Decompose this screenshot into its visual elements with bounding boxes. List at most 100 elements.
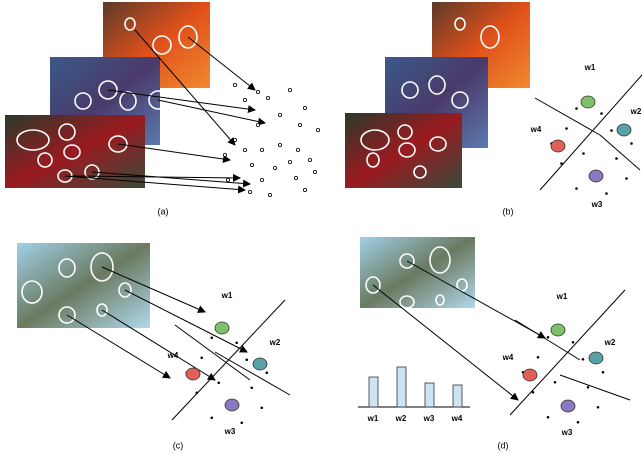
feature-dot xyxy=(233,83,236,86)
panel-label: (a) xyxy=(158,206,169,216)
feature-dot xyxy=(268,193,271,196)
feature-dot xyxy=(265,371,268,374)
feature-dot xyxy=(256,123,259,126)
feature-dot xyxy=(260,148,263,151)
feature-dot xyxy=(308,158,311,161)
feature-dot xyxy=(226,178,229,181)
feature-dot xyxy=(582,152,585,155)
hist-bar xyxy=(397,367,406,407)
feature-dot xyxy=(605,192,608,195)
feature-dot xyxy=(610,129,613,132)
photo xyxy=(360,237,475,308)
hist-label: w4 xyxy=(451,414,463,423)
feature-dot xyxy=(600,112,603,115)
word-label: w4 xyxy=(530,125,542,134)
cluster-center xyxy=(561,400,575,412)
hist-bar xyxy=(453,385,462,407)
feature-dot xyxy=(273,166,276,169)
feature-dot xyxy=(554,381,557,384)
cluster-center xyxy=(589,170,603,182)
decision-boundary xyxy=(515,320,580,360)
feature-dot xyxy=(233,138,236,141)
feature-dot xyxy=(565,127,568,130)
cluster-center xyxy=(551,140,565,152)
feature-dot xyxy=(298,123,301,126)
cluster-center xyxy=(589,352,603,364)
feature-dot xyxy=(195,391,198,394)
feature-dot xyxy=(602,371,605,374)
word-label: w2 xyxy=(604,338,616,347)
word-label: w3 xyxy=(561,428,573,437)
feature-dot xyxy=(303,188,306,191)
feature-dot xyxy=(625,177,628,180)
hist-bar xyxy=(369,377,378,407)
feature-dot xyxy=(250,386,253,389)
feature-dot xyxy=(266,96,269,99)
feature-dot xyxy=(575,107,578,110)
feature-dot xyxy=(235,341,238,344)
photo xyxy=(345,113,462,188)
cluster-center xyxy=(523,369,537,381)
hist-bar xyxy=(425,383,434,407)
feature-dot xyxy=(572,341,575,344)
feature-dot xyxy=(294,176,297,179)
feature-dot xyxy=(200,356,203,359)
feature-dot xyxy=(260,178,263,181)
decision-boundary xyxy=(600,135,640,170)
panel-b xyxy=(345,2,530,188)
cluster-center xyxy=(253,358,267,370)
feature-dot xyxy=(240,421,243,424)
feature-dot xyxy=(250,163,253,166)
feature-dot xyxy=(577,421,580,424)
feature-dot xyxy=(243,148,246,151)
hist-label: w1 xyxy=(367,414,379,423)
word-label: w2 xyxy=(630,107,642,116)
cluster-center xyxy=(581,96,595,108)
feature-dot xyxy=(316,128,319,131)
feature-dot xyxy=(630,142,633,145)
cluster-center xyxy=(225,399,239,411)
word-label: w3 xyxy=(224,427,236,436)
word-label: w2 xyxy=(269,338,281,347)
feature-dot xyxy=(243,98,246,101)
feature-dot xyxy=(615,157,618,160)
feature-dot xyxy=(256,90,259,93)
feature-dot xyxy=(260,406,263,409)
feature-dot xyxy=(223,153,226,156)
feature-dot xyxy=(587,386,590,389)
hist-label: w3 xyxy=(423,414,435,423)
figure: (a) (c) w1w2w3w4 (d) (b) w1w2w3w4w1w2w3w… xyxy=(0,0,642,461)
panel-c: (c) xyxy=(17,243,247,450)
word-label: w3 xyxy=(591,200,603,209)
feature-dot xyxy=(245,358,248,361)
panel-label: (c) xyxy=(173,440,184,450)
feature-dot xyxy=(248,190,251,193)
decision-boundary xyxy=(560,375,630,400)
feature-dot xyxy=(313,170,316,173)
word-label: w4 xyxy=(167,351,179,360)
feature-dot xyxy=(217,381,220,384)
feature-dot xyxy=(278,143,281,146)
feature-dot xyxy=(560,162,563,165)
cluster-center xyxy=(186,368,200,380)
word-label: w1 xyxy=(556,292,568,301)
cluster-center xyxy=(551,324,565,336)
feature-dot xyxy=(532,391,535,394)
hist-label: w2 xyxy=(395,414,407,423)
cluster-center xyxy=(215,322,229,334)
feature-dot xyxy=(575,187,578,190)
feature-dot xyxy=(288,160,291,163)
panel-label: (b) xyxy=(503,206,514,216)
feature-dot xyxy=(547,416,550,419)
feature-dot xyxy=(288,88,291,91)
feature-dot xyxy=(303,106,306,109)
feature-dot xyxy=(547,336,550,339)
word-label: w4 xyxy=(502,353,514,362)
feature-dot xyxy=(597,406,600,409)
feature-dot xyxy=(582,358,585,361)
word-label: w1 xyxy=(221,291,233,300)
feature-dot xyxy=(210,416,213,419)
feature-dot xyxy=(296,148,299,151)
word-label: w1 xyxy=(584,63,596,72)
